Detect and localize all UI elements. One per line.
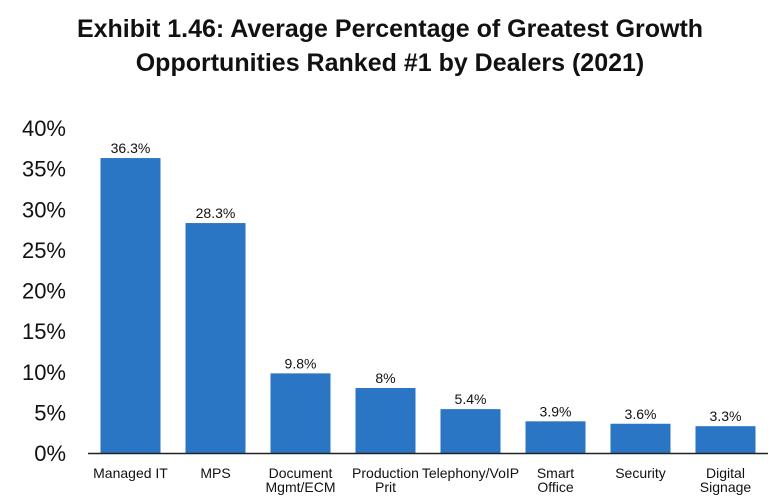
data-labels: 36.3% 28.3% 9.8% 8% 5.4% 3.9% 3.6% 3.3% (111, 140, 742, 424)
data-label: 36.3% (111, 140, 151, 156)
y-tick-label: 40% (22, 116, 66, 141)
y-tick-label: 30% (22, 197, 66, 222)
y-tick-label: 35% (22, 157, 66, 182)
y-tick-label: 25% (22, 238, 66, 263)
bar (355, 388, 416, 453)
x-tick-label: Prit (375, 479, 396, 495)
bars (100, 158, 756, 453)
data-label: 28.3% (196, 205, 236, 221)
y-tick-label: 10% (22, 360, 66, 385)
data-label: 3.3% (710, 408, 742, 424)
data-label: 3.6% (625, 406, 657, 422)
x-tick-label: Office (537, 479, 574, 495)
x-tick-label: Telephony/VoIP (422, 465, 519, 481)
x-tick-label: Mgmt/ECM (266, 479, 336, 495)
x-tick-label: Security (615, 465, 666, 481)
x-tick-label: Managed IT (93, 465, 168, 481)
data-label: 9.8% (285, 355, 317, 371)
bar (185, 223, 246, 453)
chart-title-line-1: Exhibit 1.46: Average Percentage of Grea… (76, 15, 704, 43)
x-tick-label: Digital (706, 465, 745, 481)
data-label: 8% (375, 370, 395, 386)
bar (695, 426, 756, 453)
x-tick-label: Signage (700, 479, 752, 495)
x-tick-label: Document (269, 465, 333, 481)
x-tick-label: MPS (200, 465, 230, 481)
chart-title-line-2: Opportunities Ranked #1 by Dealers (2021… (135, 49, 645, 77)
x-tick-label: Production (352, 465, 419, 481)
bar (270, 373, 331, 453)
chart-title: Exhibit 1.46: Average Percentage of Grea… (0, 12, 780, 80)
bar (610, 423, 671, 453)
data-label: 3.9% (540, 403, 572, 419)
y-tick-label: 5% (34, 400, 66, 425)
data-label: 5.4% (455, 391, 487, 407)
x-tick-label: Smart (537, 465, 574, 481)
bar (440, 409, 501, 453)
y-tick-label: 20% (22, 279, 66, 304)
y-axis-ticks: 0% 5% 10% 15% 20% 25% 30% 35% 40% (22, 116, 66, 466)
bar (525, 421, 586, 453)
y-tick-label: 15% (22, 319, 66, 344)
bar (100, 158, 161, 453)
y-tick-label: 0% (34, 441, 66, 466)
